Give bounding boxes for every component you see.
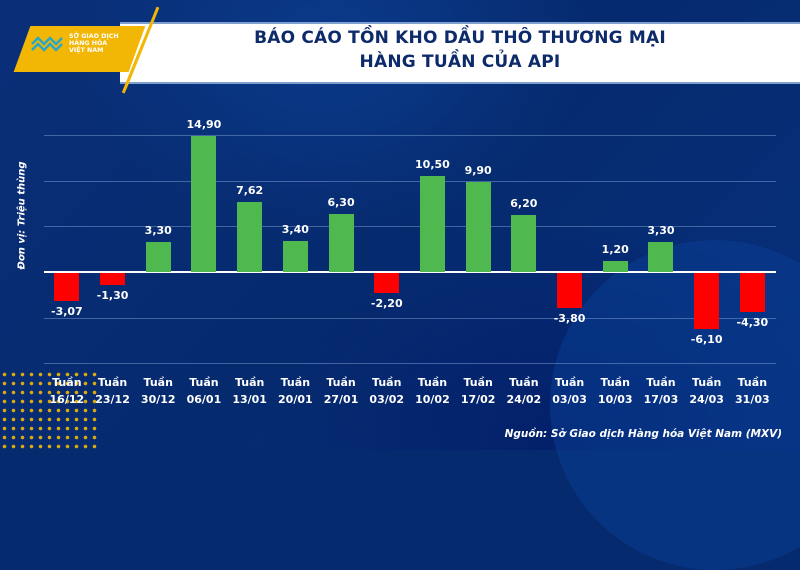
y-axis-label: Đơn vị: Triệu thùng	[16, 161, 28, 270]
page-title: BÁO CÁO TỒN KHO DẦU THÔ THƯƠNG MẠI HÀNG …	[150, 26, 770, 74]
decorative-dots	[0, 370, 100, 450]
title-banner	[120, 22, 800, 84]
title-line-1: BÁO CÁO TỒN KHO DẦU THÔ THƯƠNG MẠI	[254, 28, 666, 48]
bar	[465, 181, 491, 272]
x-tick-label: Tuần 13/01	[232, 376, 267, 406]
gridline	[44, 226, 776, 228]
data-label: 6,20	[510, 197, 538, 211]
bar-chart: -3,07 -1,30 3,30 14,90 7,62 3,40 6,30 -2,20 10,5…	[44, 90, 776, 380]
logo-line: HÀNG HÓA	[69, 40, 108, 47]
logo-mark-icon	[31, 35, 63, 52]
data-label: -3,07	[51, 305, 83, 319]
data-label: -6,10	[690, 332, 723, 346]
x-tick-label: Tuần 03/02	[369, 376, 405, 406]
x-tick-label: Tuần 16/12	[49, 376, 85, 406]
bar	[557, 273, 583, 308]
gridline	[44, 180, 776, 182]
logo: SỞ GIAO DỊCH HÀNG HÓA VIỆT NAM	[30, 33, 119, 54]
x-tick-label: Tuần 27/01	[323, 376, 359, 406]
bar	[54, 273, 80, 302]
logo-line: VIỆT NAM	[69, 47, 104, 54]
bar	[511, 215, 537, 272]
bar	[374, 273, 400, 294]
data-label: 1,20	[601, 243, 629, 257]
bar	[100, 273, 126, 285]
data-label: 14,90	[186, 117, 222, 131]
x-tick-label: Tuần 31/03	[735, 376, 770, 406]
x-tick-label: Tuần 06/01	[186, 376, 222, 406]
data-label: 6,30	[327, 196, 355, 210]
x-tick-label: Tuần 10/03	[597, 376, 633, 406]
bar	[648, 241, 674, 272]
bar	[282, 240, 308, 272]
zero-axis-line	[44, 271, 776, 273]
bar	[602, 261, 628, 272]
data-label: -2,20	[370, 297, 403, 311]
x-tick-label: Tuần 17/03	[643, 376, 679, 406]
x-tick-label: Tuần 24/03	[689, 376, 724, 406]
x-tick-label: Tuần 03/03	[552, 376, 587, 406]
data-label: 3,30	[647, 223, 675, 237]
data-label: 10,50	[415, 158, 450, 172]
logo-text: SỞ GIAO DỊCH HÀNG HÓA VIỆT NAM	[69, 33, 119, 54]
x-tick-label: Tuần 23/12	[95, 376, 130, 406]
gridline	[44, 363, 776, 365]
data-label: -3,80	[553, 311, 586, 325]
gridline	[44, 317, 776, 319]
bar	[191, 135, 217, 272]
bar	[694, 273, 720, 329]
bar	[419, 176, 445, 272]
data-label: 3,40	[281, 222, 309, 236]
bar	[145, 241, 171, 272]
source-note: Nguồn: Sở Giao dịch Hàng hóa Việt Nam (M…	[504, 428, 782, 440]
x-tick-label: Tuần 10/02	[415, 376, 450, 406]
data-label: -1,30	[96, 288, 129, 302]
x-tick-label: Tuần 24/02	[506, 376, 542, 406]
title-line-2: HÀNG TUẦN CỦA API	[359, 52, 561, 72]
data-label: -4,30	[736, 316, 769, 330]
data-label: 3,30	[144, 223, 172, 237]
x-tick-label: Tuần 17/02	[460, 376, 496, 406]
bar	[237, 202, 263, 272]
data-label: 9,90	[464, 163, 492, 177]
bar	[328, 214, 354, 272]
logo-line: SỞ GIAO DỊCH	[69, 33, 119, 40]
bar	[739, 273, 765, 313]
x-tick-label: Tuần 30/12	[140, 376, 176, 406]
gridline	[44, 135, 776, 137]
x-tick-label: Tuần 20/01	[278, 376, 313, 406]
data-label: 7,62	[236, 184, 264, 198]
